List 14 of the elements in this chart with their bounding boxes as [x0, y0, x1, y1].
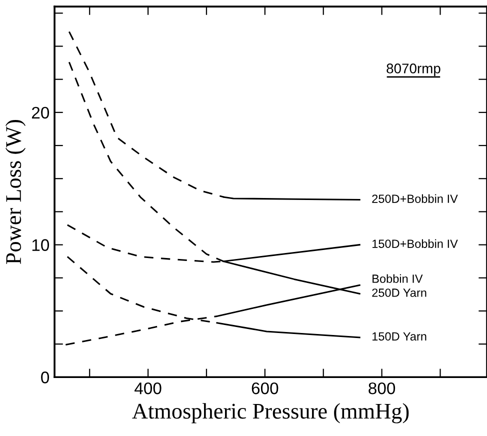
legend-label: 150D+Bobbin IV	[372, 239, 458, 248]
series-label: 250D+Bobbin IV	[372, 194, 458, 203]
series-label: Bobbin IV	[372, 274, 423, 283]
y-tick-label: 0	[41, 372, 50, 384]
y-tick-label: 10	[32, 239, 50, 251]
x-tick-label: 400	[134, 382, 162, 394]
x-axis-title: Atmospheric Pressure (mmHg)	[132, 403, 409, 424]
series-label: 150D Yarn	[372, 332, 426, 341]
y-axis-title: Power Loss (W)	[5, 120, 26, 264]
y-tick-label: 20	[32, 106, 50, 119]
x-tick-label: 800	[368, 382, 396, 394]
annotation: 8070rmp	[386, 64, 440, 76]
series-label: 250D Yarn	[372, 288, 426, 297]
x-tick-label: 600	[252, 382, 278, 394]
